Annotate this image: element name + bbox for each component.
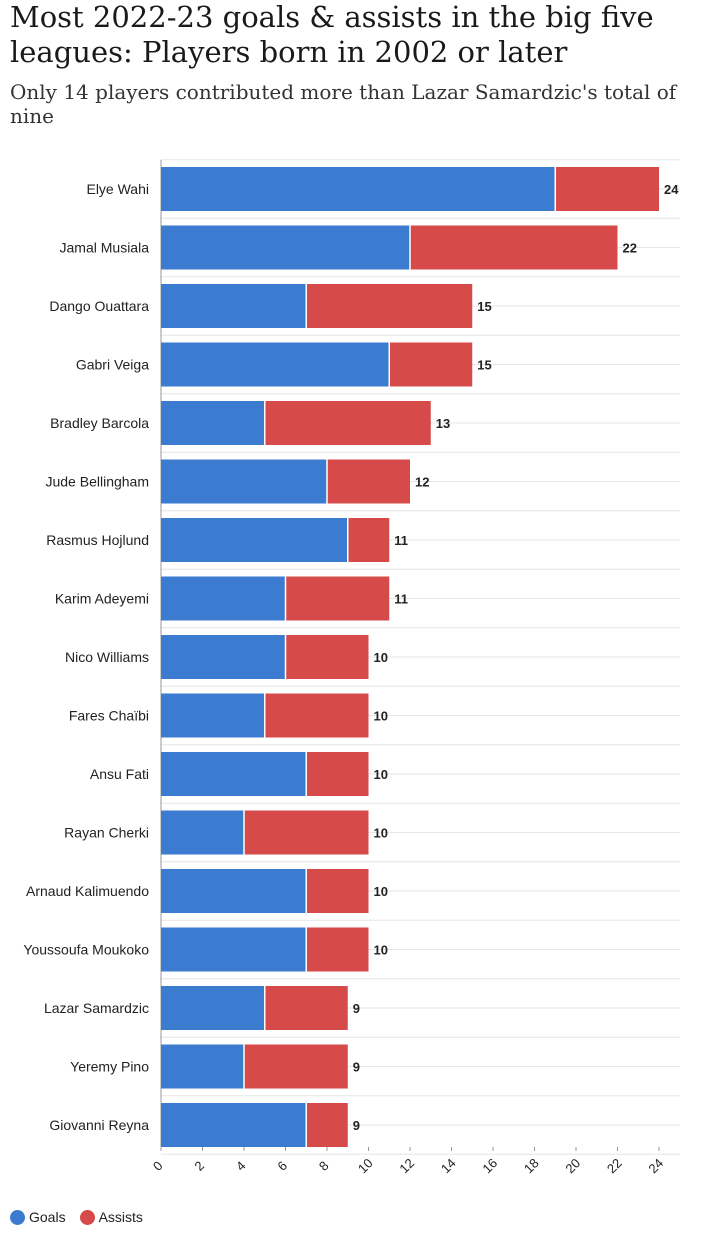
bar-assists [306,869,369,913]
category-label: Arnaud Kalimuendo [26,883,149,899]
bar-goals [161,401,265,445]
bar-goals [161,342,390,387]
bar-goals [161,986,265,1030]
x-tick-label: 2 [191,1158,207,1174]
x-tick-label: 18 [521,1155,542,1176]
bar-assists [555,167,659,211]
total-data-label: 10 [374,884,388,899]
total-data-label: 10 [374,826,388,841]
category-label: Rayan Cherki [64,825,149,841]
bar-goals [161,167,556,211]
bar-goals [161,459,327,504]
bar-assists [306,927,369,972]
x-tick-label: 20 [562,1155,583,1176]
legend-item-assists: Assists [79,1209,143,1225]
bar-assists [306,284,473,328]
x-tick-label: 16 [479,1155,500,1176]
total-data-label: 24 [664,182,679,197]
total-data-label: 9 [353,1118,360,1133]
category-label: Nico Williams [65,649,149,665]
category-label: Jamal Musiala [60,240,150,256]
category-label: Jude Bellingham [45,474,149,490]
bar-assists [327,459,410,504]
total-data-label: 15 [477,299,491,314]
bar-assists [389,342,473,387]
category-label: Karim Adeyemi [55,591,149,607]
total-data-label: 15 [477,358,491,373]
x-tick-label: 24 [645,1155,666,1176]
x-tick-label: 0 [150,1158,166,1174]
bar-goals [161,810,244,855]
x-tick-label: 10 [355,1155,376,1176]
total-data-label: 11 [394,592,408,607]
total-data-label: 13 [436,416,450,431]
legend-swatch-goals [10,1209,25,1225]
total-data-label: 9 [353,1001,360,1016]
legend-swatch-assists [79,1209,95,1225]
x-tick-label: 6 [274,1158,290,1174]
chart-subtitle: Only 14 players contributed more than La… [10,80,677,128]
legend: Goals Assists [10,1207,143,1227]
total-data-label: 22 [623,241,637,256]
bar-assists [264,401,431,445]
category-label: Elye Wahi [86,181,149,197]
bar-assists [244,1044,348,1089]
total-data-label: 10 [374,650,388,665]
bar-assists [264,986,348,1030]
category-label: Youssoufa Moukoko [23,942,149,958]
bar-assists [306,752,369,796]
bar-goals [161,693,265,738]
x-tick-label: 8 [316,1158,332,1174]
category-label: Gabri Veiga [76,357,149,373]
bar-goals [161,284,307,328]
x-tick-label: 4 [233,1158,249,1174]
bar-assists [410,225,618,270]
x-tick-label: 14 [438,1155,459,1176]
bar-goals [161,1103,307,1147]
total-data-label: 12 [415,475,429,490]
bar-assists [285,576,390,621]
category-label: Fares Chaïbi [69,708,149,724]
legend-label-goals: Goals [29,1209,66,1225]
x-tick-label: 12 [396,1155,417,1176]
category-label: Bradley Barcola [50,415,149,431]
bar-assists [285,635,369,679]
bar-goals [161,1044,244,1089]
bar-goals [161,927,307,972]
category-label: Yeremy Pino [70,1059,149,1075]
bar-goals [161,518,348,562]
bar-assists [347,518,390,562]
total-data-label: 10 [374,943,388,958]
total-data-label: 11 [394,533,408,548]
total-data-label: 10 [374,709,388,724]
total-data-label: 10 [374,767,388,782]
legend-label-assists: Assists [98,1209,143,1225]
bar-goals [161,576,286,621]
total-data-label: 9 [353,1060,360,1075]
bar-assists [264,693,369,738]
bar-goals [161,869,307,913]
category-label: Dango Ouattara [49,298,149,314]
bar-assists [244,810,369,855]
legend-item-goals: Goals [10,1209,66,1225]
category-label: Rasmus Hojlund [46,532,149,548]
bar-assists [306,1103,348,1147]
bar-goals [161,635,286,679]
category-label: Giovanni Reyna [49,1117,149,1133]
category-label: Lazar Samardzic [44,1000,149,1016]
bar-goals [161,225,410,270]
category-label: Ansu Fati [90,766,149,782]
chart-title: Most 2022-23 goals & assists in the big … [10,0,654,69]
bar-goals [161,752,307,796]
x-tick-label: 22 [604,1155,625,1176]
